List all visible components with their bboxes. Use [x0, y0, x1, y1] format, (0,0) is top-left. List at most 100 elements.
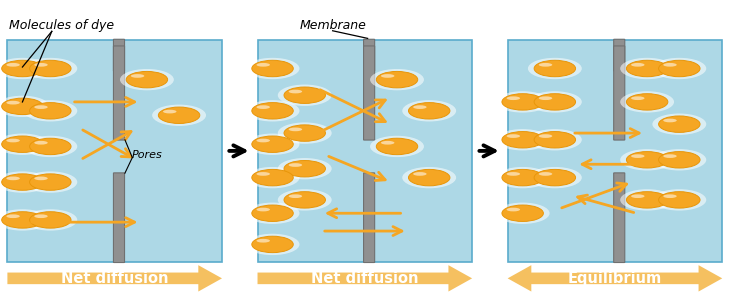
- Ellipse shape: [24, 171, 77, 193]
- Ellipse shape: [30, 174, 71, 190]
- Ellipse shape: [0, 209, 50, 231]
- Polygon shape: [258, 265, 472, 292]
- Ellipse shape: [7, 214, 20, 218]
- Ellipse shape: [663, 154, 677, 158]
- Ellipse shape: [381, 74, 394, 78]
- Ellipse shape: [278, 122, 332, 144]
- Text: Equilibrium: Equilibrium: [568, 271, 662, 286]
- Ellipse shape: [30, 103, 71, 119]
- FancyBboxPatch shape: [113, 46, 124, 140]
- Polygon shape: [508, 265, 722, 292]
- Ellipse shape: [7, 139, 20, 142]
- Ellipse shape: [131, 74, 144, 78]
- Ellipse shape: [289, 194, 302, 198]
- Text: Net diffusion: Net diffusion: [61, 271, 169, 286]
- Ellipse shape: [34, 214, 47, 218]
- Ellipse shape: [257, 139, 270, 142]
- Ellipse shape: [34, 63, 47, 67]
- Ellipse shape: [502, 205, 543, 222]
- Ellipse shape: [257, 239, 270, 243]
- Ellipse shape: [403, 167, 456, 188]
- FancyBboxPatch shape: [258, 40, 472, 262]
- Ellipse shape: [34, 176, 47, 180]
- Polygon shape: [7, 265, 222, 292]
- FancyBboxPatch shape: [363, 173, 374, 263]
- Ellipse shape: [376, 71, 417, 88]
- Ellipse shape: [507, 134, 520, 138]
- Ellipse shape: [246, 202, 300, 224]
- Ellipse shape: [0, 171, 50, 193]
- Ellipse shape: [34, 141, 47, 145]
- Ellipse shape: [507, 172, 520, 176]
- Ellipse shape: [631, 96, 645, 100]
- Ellipse shape: [626, 60, 668, 77]
- Ellipse shape: [534, 132, 576, 148]
- Ellipse shape: [30, 212, 71, 228]
- Ellipse shape: [631, 63, 645, 67]
- Text: Net diffusion: Net diffusion: [311, 271, 419, 286]
- Ellipse shape: [252, 236, 293, 253]
- Ellipse shape: [158, 107, 200, 123]
- Ellipse shape: [284, 87, 326, 103]
- FancyBboxPatch shape: [613, 46, 625, 140]
- Ellipse shape: [370, 69, 424, 90]
- Ellipse shape: [528, 129, 582, 150]
- Ellipse shape: [620, 149, 674, 171]
- Ellipse shape: [257, 63, 270, 67]
- Text: Molecules of dye: Molecules of dye: [9, 19, 114, 32]
- Ellipse shape: [507, 96, 520, 100]
- Ellipse shape: [539, 63, 552, 67]
- FancyBboxPatch shape: [363, 46, 374, 140]
- Ellipse shape: [252, 169, 293, 186]
- Ellipse shape: [631, 154, 645, 158]
- Ellipse shape: [246, 58, 300, 79]
- Ellipse shape: [653, 113, 706, 135]
- FancyBboxPatch shape: [363, 39, 374, 71]
- Ellipse shape: [631, 194, 645, 198]
- Ellipse shape: [663, 119, 677, 122]
- Ellipse shape: [24, 209, 77, 231]
- Ellipse shape: [370, 136, 424, 157]
- Ellipse shape: [528, 91, 582, 113]
- Ellipse shape: [163, 110, 177, 113]
- Ellipse shape: [507, 208, 520, 212]
- Ellipse shape: [502, 169, 543, 186]
- Ellipse shape: [246, 234, 300, 255]
- FancyBboxPatch shape: [113, 39, 124, 71]
- Ellipse shape: [24, 58, 77, 79]
- Ellipse shape: [496, 167, 550, 188]
- FancyBboxPatch shape: [113, 173, 124, 263]
- Ellipse shape: [7, 63, 20, 67]
- Ellipse shape: [7, 176, 20, 180]
- Ellipse shape: [127, 71, 168, 88]
- FancyBboxPatch shape: [7, 40, 222, 262]
- Ellipse shape: [252, 205, 293, 222]
- FancyBboxPatch shape: [508, 40, 722, 262]
- Ellipse shape: [289, 90, 302, 93]
- Ellipse shape: [413, 105, 426, 109]
- Ellipse shape: [1, 98, 43, 115]
- Ellipse shape: [34, 105, 47, 109]
- Ellipse shape: [653, 149, 706, 171]
- Ellipse shape: [257, 172, 270, 176]
- Ellipse shape: [502, 94, 543, 110]
- Ellipse shape: [620, 91, 674, 113]
- Ellipse shape: [284, 192, 326, 208]
- FancyBboxPatch shape: [613, 39, 625, 71]
- Ellipse shape: [663, 63, 677, 67]
- Ellipse shape: [1, 136, 43, 152]
- Ellipse shape: [653, 189, 706, 211]
- Ellipse shape: [496, 202, 550, 224]
- Ellipse shape: [257, 208, 270, 212]
- Ellipse shape: [289, 127, 302, 131]
- Ellipse shape: [659, 116, 700, 132]
- Text: Pores: Pores: [132, 150, 162, 160]
- Ellipse shape: [620, 189, 674, 211]
- Ellipse shape: [626, 192, 668, 208]
- Ellipse shape: [252, 103, 293, 119]
- Ellipse shape: [152, 105, 206, 126]
- Ellipse shape: [24, 100, 77, 122]
- Ellipse shape: [534, 60, 576, 77]
- Ellipse shape: [626, 151, 668, 168]
- Ellipse shape: [0, 58, 50, 79]
